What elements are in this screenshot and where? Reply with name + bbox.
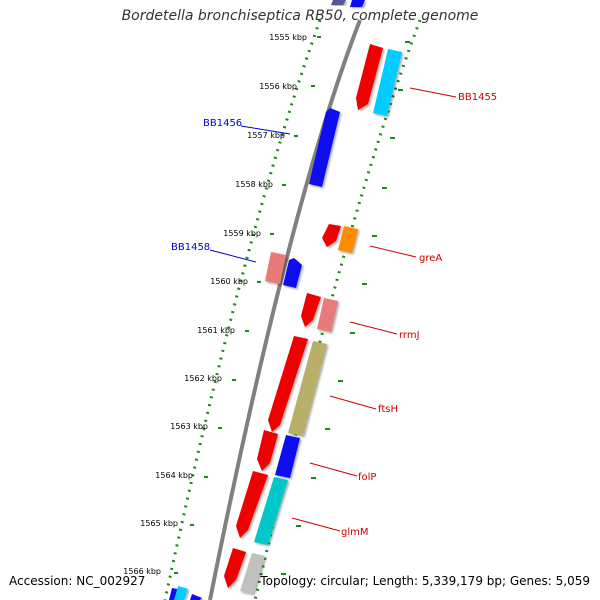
gene-feature-grea-orange[interactable] (338, 226, 358, 253)
gene-label-bb1456[interactable]: BB1456 (203, 118, 242, 129)
gene-feature-bb1458-pink[interactable] (265, 252, 286, 284)
gene-label-bb1455[interactable]: BB1455 (458, 92, 497, 103)
callout-grea (369, 245, 417, 258)
gene-label-bb1458[interactable]: BB1458 (171, 242, 210, 253)
gene-feature[interactable] (350, 0, 365, 7)
tick-label: 1566 kbp (123, 567, 161, 576)
tick-label: 1561 kbp (197, 326, 235, 335)
gene-feature[interactable] (190, 594, 202, 600)
gene-labels: BB1455 BB1456 BB1458 greA rrmJ ftsH folP… (171, 92, 497, 538)
accession-text: Accession: NC_002927 (9, 574, 146, 588)
topology-text: Topology: circular; Length: 5,339,179 bp… (260, 574, 590, 588)
gene-label-glmm[interactable]: glmM (341, 527, 369, 538)
gene-feature-bb1455-cyan[interactable] (373, 49, 402, 116)
callout-bb1456 (240, 125, 291, 135)
tick-label: 1557 kbp (247, 131, 285, 140)
gene-feature[interactable] (240, 553, 265, 594)
tick-marks (174, 36, 410, 575)
genome-backbone (208, 19, 362, 600)
gene-feature-rrmj-pink[interactable] (317, 298, 338, 332)
gene-feature-glmm-red[interactable] (236, 471, 268, 538)
gene-feature-ftsh-red[interactable] (268, 336, 308, 432)
callout-rrmj (349, 321, 398, 335)
tick-label: 1559 kbp (223, 229, 261, 238)
gene-features (169, 0, 402, 600)
tick-label: 1556 kbp (259, 82, 297, 91)
gene-feature-folp-blue[interactable] (275, 435, 300, 478)
callout-bb1455 (409, 87, 457, 98)
gene-feature-rrmj-red[interactable] (301, 293, 321, 327)
gene-label-rrmj[interactable]: rrmJ (399, 330, 420, 341)
gene-feature[interactable] (174, 586, 188, 600)
tick-label: 1564 kbp (155, 471, 193, 480)
tick-label: 1562 kbp (184, 374, 222, 383)
outer-dotted-track (253, 19, 422, 600)
gene-feature-glmm-teal[interactable] (254, 477, 288, 545)
tick-label: 1560 kbp (210, 277, 248, 286)
gene-feature-folp-red[interactable] (257, 430, 278, 471)
tick-label: 1555 kbp (269, 33, 307, 42)
callout-folp (309, 462, 358, 477)
callout-glmm (291, 517, 341, 532)
callout-ftsh (329, 395, 377, 410)
tick-label: 1565 kbp (140, 519, 178, 528)
gene-feature-bb1458-blue[interactable] (283, 258, 302, 288)
gene-label-folp[interactable]: folP (358, 472, 376, 483)
callout-bb1458 (209, 249, 257, 263)
gene-feature-grea-red[interactable] (322, 224, 341, 247)
gene-feature[interactable] (331, 0, 346, 5)
genome-title: Bordetella bronchiseptica RB50, complete… (121, 8, 479, 24)
tick-label: 1563 kbp (170, 422, 208, 431)
gene-callout-lines (209, 87, 457, 532)
tick-label: 1558 kbp (235, 180, 273, 189)
inner-dotted-track (163, 19, 322, 600)
gene-feature-ftsh-olive[interactable] (288, 341, 327, 436)
gene-feature-bb1456[interactable] (309, 108, 340, 187)
gene-feature[interactable] (224, 548, 246, 588)
gene-label-ftsh[interactable]: ftsH (378, 404, 398, 415)
gene-feature-bb1455-red[interactable] (356, 44, 383, 110)
tick-labels: 1555 kbp 1556 kbp 1557 kbp 1558 kbp 1559 kbp… (123, 33, 307, 576)
gene-label-grea[interactable]: greA (419, 253, 442, 264)
